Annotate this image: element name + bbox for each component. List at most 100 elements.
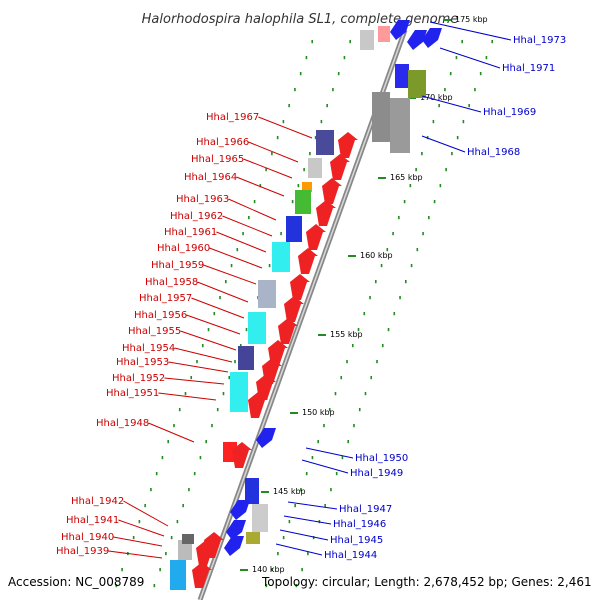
guide-dot [150, 488, 152, 492]
guide-dot [225, 280, 227, 284]
guide-dot [346, 360, 348, 364]
guide-dot [294, 88, 296, 92]
guide-dot [422, 232, 424, 236]
guide-dot [323, 424, 325, 428]
forward-gene-arrow [204, 532, 224, 558]
reverse-leader-line [421, 95, 482, 113]
guide-dot [376, 360, 378, 364]
forward-leader-line [186, 314, 241, 335]
forward-gene-arrow [256, 374, 276, 400]
guide-dot [271, 152, 273, 156]
guide-dot [295, 584, 298, 588]
guide-dot [138, 520, 141, 524]
guide-dot [259, 184, 262, 188]
guide-dot [300, 488, 302, 492]
guide-dot [357, 328, 360, 332]
guide-dot [332, 88, 334, 92]
kbp-tick-label: 160 kbp [360, 251, 393, 260]
guide-dot [485, 56, 488, 60]
guide-dot [410, 264, 413, 268]
forward-gene-label: Hhal_1957 [139, 293, 192, 304]
gene-box [408, 70, 426, 98]
forward-gene-arrow [290, 274, 310, 300]
guide-dot [280, 232, 282, 236]
reverse-gene-label: Hhal_1969 [483, 107, 536, 118]
guide-dot [228, 376, 231, 380]
guide-dot [474, 88, 476, 92]
forward-gene-label: Hhal_1940 [61, 532, 114, 543]
reverse-leader-line [287, 501, 338, 510]
forward-leader-line [118, 519, 165, 537]
guide-dot [188, 488, 190, 492]
reverse-gene-label: Hhal_1947 [339, 504, 392, 515]
guide-dot [282, 120, 285, 124]
gene-box [295, 190, 311, 214]
kbp-tick-mark [348, 255, 356, 257]
forward-gene-label: Hhal_1966 [196, 137, 249, 148]
forward-gene-label: Hhal_1967 [206, 112, 259, 123]
forward-leader-line [243, 158, 293, 179]
kbp-tick-mark [378, 177, 386, 179]
gene-box [360, 30, 374, 50]
guide-dot [456, 136, 459, 140]
forward-gene-arrow [316, 200, 336, 226]
guide-dot [340, 376, 343, 380]
forward-leader-line [113, 536, 163, 547]
forward-gene-label: Hhal_1958 [145, 277, 198, 288]
guide-dot [341, 456, 344, 460]
reverse-leader-line [275, 543, 323, 556]
gene-box [316, 130, 334, 155]
forward-gene-label: Hhal_1964 [184, 172, 237, 183]
forward-leader-line [236, 176, 285, 197]
guide-dot [439, 184, 442, 188]
guide-dot [159, 568, 161, 572]
guide-dot [245, 328, 248, 332]
forward-gene-label: Hhal_1952 [112, 373, 165, 384]
forward-leader-line [258, 116, 313, 139]
guide-dot [462, 120, 465, 124]
forward-leader-line [216, 231, 267, 253]
guide-dot [334, 392, 337, 396]
kbp-tick-label: 140 kbp [252, 565, 285, 574]
label-leaders [108, 21, 512, 559]
guide-dot [173, 424, 175, 428]
forward-leader-line [222, 215, 273, 237]
guide-dot [288, 520, 291, 524]
guide-dot [155, 472, 158, 476]
guide-dot [416, 248, 419, 252]
forward-gene-label: Hhal_1941 [66, 515, 119, 526]
guide-dot [358, 408, 361, 412]
guide-dot [271, 568, 273, 572]
gene-box [286, 216, 302, 242]
forward-gene-arrow [192, 562, 212, 588]
kbp-tick-mark [261, 491, 269, 493]
reverse-gene-label: Hhal_1949 [350, 468, 403, 479]
forward-gene-label: Hhal_1963 [176, 194, 229, 205]
gene-box [230, 372, 248, 412]
guide-dot [415, 168, 417, 172]
guide-dot [305, 56, 308, 60]
forward-leader-line [228, 198, 277, 221]
gene-box [372, 92, 390, 142]
guide-dot [199, 456, 202, 460]
guide-dot [398, 216, 400, 220]
guide-dot [222, 392, 225, 396]
gene-box [395, 64, 409, 88]
guide-dot [387, 328, 390, 332]
accession-text: Accession: NC_008789 [8, 575, 144, 589]
gene-box [178, 540, 192, 560]
guide-dot [248, 216, 250, 220]
gene-box [258, 280, 276, 308]
kbp-ticks: 175 kbp 170 kbp 165 kbp 160 kbp 155 kbp 150 k… [240, 15, 488, 574]
guide-dot [326, 104, 328, 108]
kbp-tick-label: 175 kbp [455, 15, 488, 24]
guide-dot [190, 376, 193, 380]
forward-gene-arrow [338, 132, 358, 158]
guide-dot [301, 568, 303, 572]
guide-dot [386, 248, 389, 252]
gene-box [246, 532, 260, 544]
guide-dot [399, 296, 401, 300]
guide-dot [239, 344, 242, 348]
guide-dot [330, 488, 332, 492]
